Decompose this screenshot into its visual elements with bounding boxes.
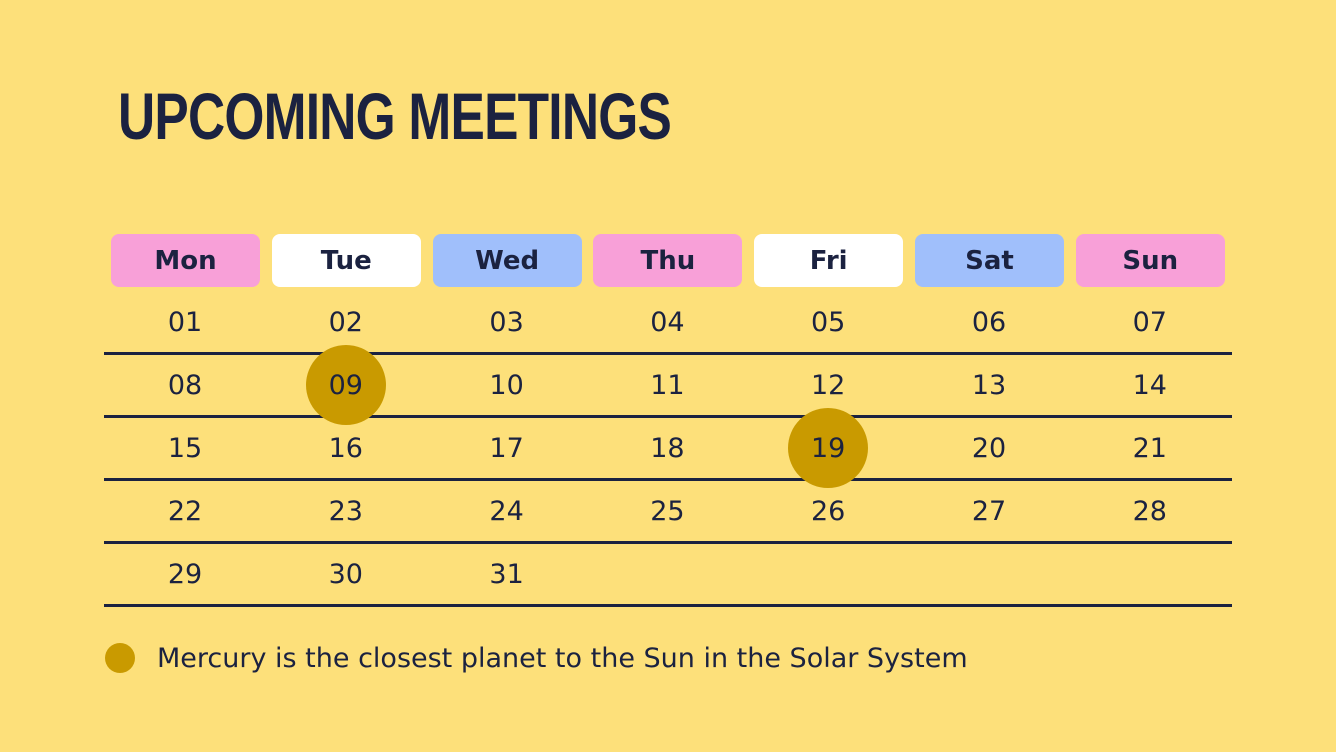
legend-marker-icon xyxy=(105,643,135,673)
calendar-day-22[interactable]: 22 xyxy=(105,481,265,541)
calendar-day-02[interactable]: 02 xyxy=(266,292,426,352)
calendar-day-number: 24 xyxy=(489,495,524,527)
meeting-marker-icon xyxy=(305,345,386,425)
calendar-week-row: 22 23 24 25 26 27 28 xyxy=(104,481,1232,544)
calendar-day-number: 12 xyxy=(811,369,846,401)
calendar-day-number: 17 xyxy=(489,432,524,464)
calendar-day-number: 08 xyxy=(167,369,203,401)
calendar-day-03[interactable]: 03 xyxy=(427,292,587,352)
calendar-week-row: 29 30 31 xyxy=(104,544,1232,607)
weekday-header-sun: Sun xyxy=(1075,234,1225,287)
calendar-week-row: 15 16 17 18 19 20 21 xyxy=(104,408,1232,488)
calendar-day-31[interactable]: 31 xyxy=(427,544,587,604)
calendar-grid: 01 02 03 04 05 06 07 08 09 10 11 12 13 14 15 16 17 18 19 20… xyxy=(104,292,1232,608)
calendar-day-number: 16 xyxy=(328,432,363,464)
weekday-header-fri: Fri xyxy=(754,234,904,287)
calendar-day-15[interactable]: 15 xyxy=(105,418,265,478)
calendar-day-23[interactable]: 23 xyxy=(266,481,426,541)
calendar-day-12[interactable]: 12 xyxy=(748,355,908,415)
legend: Mercury is the closest planet to the Sun… xyxy=(105,640,968,676)
calendar-day-08[interactable]: 08 xyxy=(105,355,265,415)
calendar-week-row: 08 09 10 11 12 13 14 xyxy=(104,345,1232,425)
page-title: UPCOMING MEETINGS xyxy=(118,79,672,153)
calendar-day-04[interactable]: 04 xyxy=(587,292,747,352)
calendar-day-number: 15 xyxy=(167,432,203,464)
calendar-day-14[interactable]: 14 xyxy=(1070,355,1230,415)
weekday-header-sat: Sat xyxy=(915,234,1064,287)
calendar-day-05[interactable]: 05 xyxy=(748,292,908,352)
calendar-day-number: 19 xyxy=(811,432,846,464)
weekday-header-thu: Thu xyxy=(593,234,743,287)
calendar-day-number: 29 xyxy=(167,558,203,590)
calendar-day-10[interactable]: 10 xyxy=(427,355,587,415)
calendar-day-25[interactable]: 25 xyxy=(587,481,747,541)
calendar-day-30[interactable]: 30 xyxy=(266,544,426,604)
weekday-header-mon: Mon xyxy=(111,234,260,287)
calendar-day-number: 25 xyxy=(650,495,685,527)
calendar-day-19[interactable]: 19 xyxy=(748,408,908,488)
calendar-day-27[interactable]: 27 xyxy=(909,481,1069,541)
calendar-day-16[interactable]: 16 xyxy=(266,418,426,478)
calendar-day-number: 27 xyxy=(971,495,1007,527)
calendar-day-24[interactable]: 24 xyxy=(427,481,587,541)
calendar-day-number: 31 xyxy=(489,558,524,590)
calendar-day-number: 14 xyxy=(1132,369,1167,401)
calendar-day-number: 05 xyxy=(811,306,846,338)
weekday-header-wed: Wed xyxy=(432,234,582,287)
calendar-day-17[interactable]: 17 xyxy=(427,418,587,478)
calendar-day-number: 09 xyxy=(328,369,363,401)
calendar-day-number: 28 xyxy=(1132,495,1167,527)
calendar-day-number: 22 xyxy=(167,495,203,527)
calendar-day-28[interactable]: 28 xyxy=(1070,481,1230,541)
calendar-day-07[interactable]: 07 xyxy=(1070,292,1230,352)
calendar-day-number: 04 xyxy=(650,306,685,338)
calendar-day-number: 06 xyxy=(971,306,1007,338)
calendar-day-13[interactable]: 13 xyxy=(909,355,1069,415)
calendar-day-29[interactable]: 29 xyxy=(105,544,265,604)
weekday-header-row: Mon Tue Wed Thu Fri Sat Sun xyxy=(111,234,1225,287)
calendar-day-06[interactable]: 06 xyxy=(909,292,1069,352)
meeting-marker-icon xyxy=(788,408,869,488)
calendar-day-11[interactable]: 11 xyxy=(587,355,747,415)
legend-text: Mercury is the closest planet to the Sun… xyxy=(157,642,968,674)
calendar-week-row: 01 02 03 04 05 06 07 xyxy=(104,292,1232,355)
calendar-day-20[interactable]: 20 xyxy=(909,418,1069,478)
calendar-day-number: 01 xyxy=(167,306,203,338)
weekday-header-tue: Tue xyxy=(271,234,421,287)
calendar-day-number: 07 xyxy=(1132,306,1167,338)
calendar-day-18[interactable]: 18 xyxy=(587,418,747,478)
calendar-day-number: 30 xyxy=(328,558,363,590)
calendar-day-number: 21 xyxy=(1132,432,1167,464)
calendar-day-number: 03 xyxy=(489,306,524,338)
calendar-day-number: 13 xyxy=(971,369,1007,401)
calendar-day-number: 02 xyxy=(328,306,363,338)
calendar-day-01[interactable]: 01 xyxy=(105,292,265,352)
calendar-day-number: 26 xyxy=(811,495,846,527)
calendar-day-number: 18 xyxy=(650,432,685,464)
calendar-day-number: 11 xyxy=(650,369,685,401)
calendar-day-09[interactable]: 09 xyxy=(266,345,426,425)
calendar-day-number: 20 xyxy=(971,432,1007,464)
calendar-day-number: 10 xyxy=(489,369,524,401)
calendar-day-number: 23 xyxy=(328,495,363,527)
calendar-day-26[interactable]: 26 xyxy=(748,481,908,541)
calendar-day-21[interactable]: 21 xyxy=(1070,418,1230,478)
